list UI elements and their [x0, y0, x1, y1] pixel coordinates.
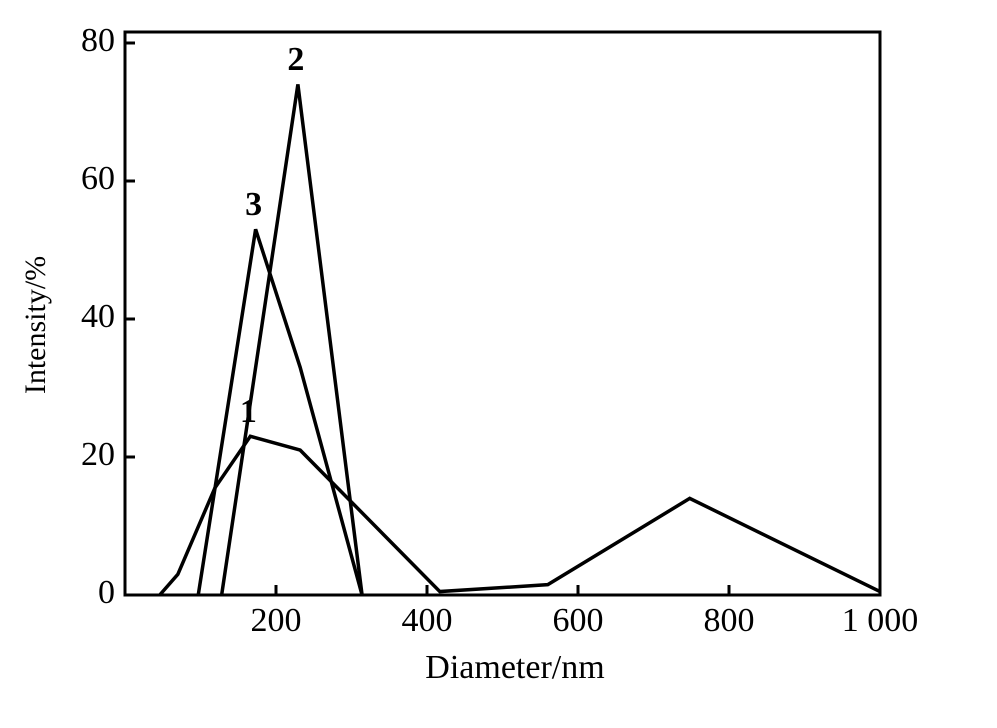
x-axis-label: Diameter/nm: [425, 649, 604, 686]
y-tick-label: 60: [81, 160, 115, 197]
x-tick-label: 1 000: [842, 602, 919, 639]
y-tick-label: 40: [81, 298, 115, 335]
x-tick-label: 200: [251, 602, 302, 639]
y-axis-label: Intensity/%: [19, 256, 52, 394]
series-label: 3: [245, 186, 262, 223]
series-line: [158, 434, 881, 597]
x-tick-label: 600: [553, 602, 604, 639]
y-tick-label: 0: [98, 574, 115, 611]
series-label: 2: [287, 41, 304, 78]
x-tick-label: 400: [402, 602, 453, 639]
series-line: [219, 84, 364, 596]
y-tick-label: 80: [81, 22, 115, 59]
plot-frame: [123, 30, 882, 597]
y-tick-label: 20: [81, 436, 115, 473]
x-tick-label: 800: [704, 602, 755, 639]
series-line: [196, 228, 364, 596]
